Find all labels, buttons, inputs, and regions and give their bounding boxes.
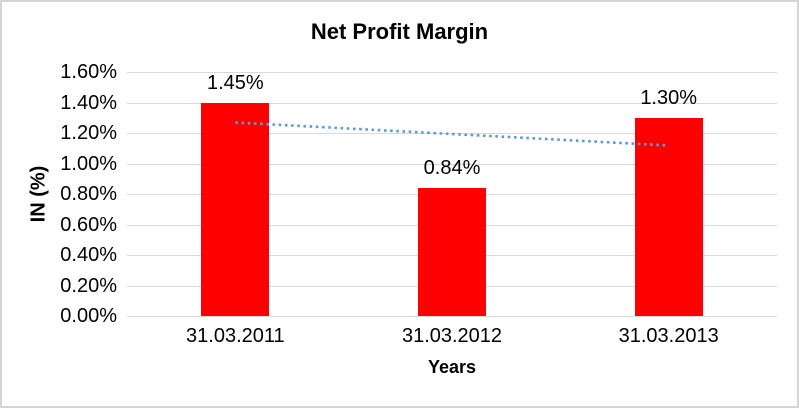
y-tick-label: 0.60% (60, 213, 117, 236)
gridline (127, 102, 777, 104)
gridline (127, 163, 777, 165)
y-tick-label: 0.80% (60, 183, 117, 205)
bar-value-label: 1.45% (206, 72, 264, 94)
x-axis-tick-labels: 31.03.2011 31.03.2012 31.03.2013 (127, 326, 777, 346)
y-tick-label: 1.00% (60, 152, 117, 175)
gridline (127, 133, 777, 134)
bar-value-label: 1.30% (640, 86, 698, 109)
x-tick-label: 31.03.2011 (186, 325, 285, 347)
y-tick-label: 0.40% (60, 244, 117, 266)
bar-group-31-03-2012: 0.84% (344, 72, 561, 316)
gridline (127, 72, 777, 73)
trendline[interactable] (127, 72, 777, 317)
y-tick-label: 1.20% (60, 122, 117, 144)
bar-31-03-2013[interactable] (634, 117, 703, 316)
y-tick-label: 0.20% (60, 274, 117, 297)
y-tick-label: 1.60% (60, 61, 117, 83)
y-tick-label: 1.40% (60, 91, 117, 114)
gridline (127, 316, 777, 317)
bar-series: 1.45% 0.84% 1.30% (127, 72, 777, 316)
x-tick-label: 31.03.2013 (618, 325, 719, 347)
bar-31-03-2011[interactable] (201, 103, 270, 316)
plot-area: 1.45% 0.84% 1.30% (127, 72, 777, 317)
bar-value-label: 0.84% (423, 156, 481, 179)
bar-group-31-03-2011: 1.45% (127, 72, 344, 316)
x-axis-title: Years (427, 357, 477, 377)
bar-31-03-2012[interactable] (418, 187, 486, 316)
y-axis-tick-labels: 1.60% 1.40% 1.20% 1.00% 0.80% 0.60% 0.40… (2, 61, 117, 327)
chart-title: Net Profit Margin (310, 19, 489, 44)
x-tick-label: 31.03.2012 (401, 325, 503, 347)
y-tick-label: 0.00% (60, 305, 117, 327)
bar-group-31-03-2013: 1.30% (560, 72, 777, 316)
trendline-segment (235, 121, 669, 147)
